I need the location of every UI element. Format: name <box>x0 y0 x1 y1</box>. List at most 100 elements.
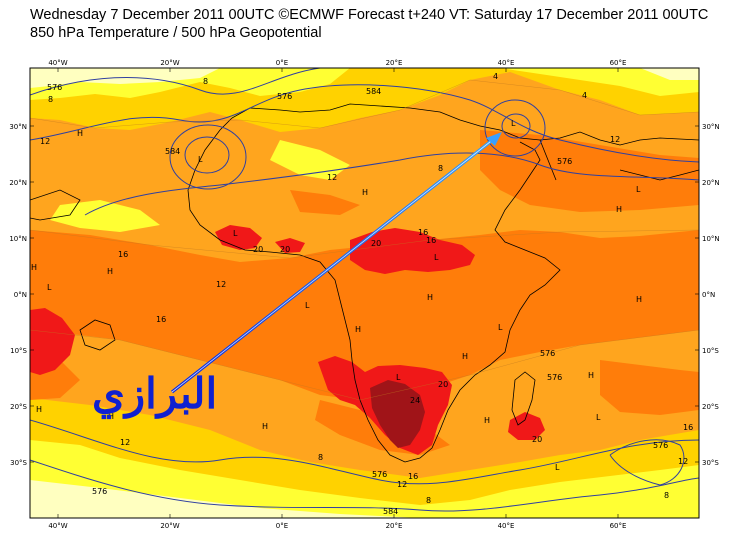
latitude-labels-left: 30°N 20°N 10°N 0°N 10°S 20°S 30°S <box>9 123 27 467</box>
low-pressure-marks: L L L L L L L L L L L <box>47 119 641 472</box>
temp-label: 12 <box>610 135 620 144</box>
geo-label: 576 <box>540 349 555 358</box>
geo-label: 584 <box>366 87 381 96</box>
longitude-labels-top: 40°W 20°W 0°E 20°E 40°E 60°E <box>48 59 626 67</box>
temp-label: 16 <box>418 228 428 237</box>
lon-label: 20°E <box>386 522 403 530</box>
high-mark: H <box>362 188 368 197</box>
lat-label: 20°N <box>702 179 720 187</box>
temp-label: 8 <box>426 496 431 505</box>
lon-label: 40°W <box>48 522 67 530</box>
high-mark: H <box>31 263 37 272</box>
temp-label: 20 <box>438 380 448 389</box>
low-mark: L <box>555 463 560 472</box>
temp-label: 8 <box>664 491 669 500</box>
lat-label: 0°N <box>14 291 27 299</box>
geo-label: 584 <box>165 147 180 156</box>
geo-label: 584 <box>383 507 398 516</box>
lon-label: 0°E <box>276 522 288 530</box>
lat-label: 10°N <box>702 235 720 243</box>
lat-label: 10°N <box>9 235 27 243</box>
temp-label: 12 <box>397 480 407 489</box>
high-mark: H <box>108 412 114 421</box>
lon-label: 40°E <box>498 59 515 67</box>
temp-label: 20 <box>280 245 290 254</box>
coastlines <box>30 103 699 463</box>
low-mark: L <box>636 185 641 194</box>
temperature-field <box>30 68 699 518</box>
high-pressure-marks: H H H H H H H H H H H H H H <box>31 129 642 431</box>
low-mark: L <box>233 229 238 238</box>
lon-label: 60°E <box>610 59 627 67</box>
high-mark: H <box>262 422 268 431</box>
low-mark: L <box>434 253 439 262</box>
high-mark: H <box>484 416 490 425</box>
temp-label: 16 <box>118 250 128 259</box>
annotation-arrow <box>171 132 502 394</box>
lat-label: 0°N <box>702 291 715 299</box>
temp-label: 8 <box>48 95 53 104</box>
lat-label: 20°S <box>702 403 719 411</box>
temp-label: 12 <box>40 137 50 146</box>
high-mark: H <box>636 295 642 304</box>
high-mark: H <box>36 405 42 414</box>
low-mark: L <box>305 301 310 310</box>
forecast-title: Wednesday 7 December 2011 00UTC ©ECMWF F… <box>30 7 709 23</box>
low-mark: L <box>396 373 401 382</box>
signature-text: البرازي <box>92 369 217 419</box>
lon-label: 20°E <box>386 59 403 67</box>
low-mark: L <box>596 413 601 422</box>
temp-label: 20 <box>371 239 381 248</box>
temp-label: 12 <box>120 438 130 447</box>
geo-label: 576 <box>372 470 387 479</box>
geopotential-labels: 576 576 584 584 576 576 576 576 584 576 … <box>47 83 668 516</box>
temp-label: 24 <box>410 396 420 405</box>
geo-label: 576 <box>653 441 668 450</box>
lon-label: 0°E <box>276 59 288 67</box>
low-mark: L <box>47 283 52 292</box>
lat-label: 20°S <box>10 403 27 411</box>
lon-label: 60°E <box>610 522 627 530</box>
low-mark: L <box>198 155 203 164</box>
lat-label: 30°S <box>702 459 719 467</box>
lat-label: 10°S <box>702 347 719 355</box>
temp-label: 20 <box>532 435 542 444</box>
geo-label: 576 <box>47 83 62 92</box>
temp-label: 8 <box>203 77 208 86</box>
high-mark: H <box>77 129 83 138</box>
lon-label: 20°W <box>160 59 179 67</box>
field-description: 850 hPa Temperature / 500 hPa Geopotenti… <box>30 25 322 41</box>
lat-label: 30°N <box>702 123 720 131</box>
high-mark: H <box>427 293 433 302</box>
geo-label: 576 <box>557 157 572 166</box>
high-mark: H <box>107 267 113 276</box>
lat-label: 10°S <box>10 347 27 355</box>
graticule-ticks <box>30 68 699 518</box>
geopotential-contours <box>30 68 699 512</box>
lon-label: 20°W <box>160 522 179 530</box>
temp-label: 8 <box>318 453 323 462</box>
lon-label: 40°W <box>48 59 67 67</box>
longitude-labels-bottom: 40°W 20°W 0°E 20°E 40°E 60°E <box>48 522 626 530</box>
low-mark: L <box>498 323 503 332</box>
temp-label: 4 <box>582 91 587 100</box>
temp-label: 20 <box>253 245 263 254</box>
temp-label: 16 <box>426 236 436 245</box>
lon-label: 40°E <box>498 522 515 530</box>
temp-label: 8 <box>438 164 443 173</box>
geo-label: 576 <box>92 487 107 496</box>
temp-label: 12 <box>327 173 337 182</box>
temp-label: 4 <box>493 72 498 81</box>
temp-label: 12 <box>678 457 688 466</box>
high-mark: H <box>616 205 622 214</box>
temperature-labels: 8 8 4 4 12 12 12 16 16 16 20 20 20 20 24… <box>40 72 693 505</box>
isotherm-lines <box>30 79 699 401</box>
latitude-labels-right: 30°N 20°N 10°N 0°N 10°S 20°S 30°S <box>702 123 720 467</box>
temp-label: 12 <box>216 280 226 289</box>
geo-label: 576 <box>277 92 292 101</box>
lat-label: 20°N <box>9 179 27 187</box>
map-frame <box>29 67 700 519</box>
low-mark: L <box>511 119 516 128</box>
temp-label: 16 <box>156 315 166 324</box>
lat-label: 30°S <box>10 459 27 467</box>
